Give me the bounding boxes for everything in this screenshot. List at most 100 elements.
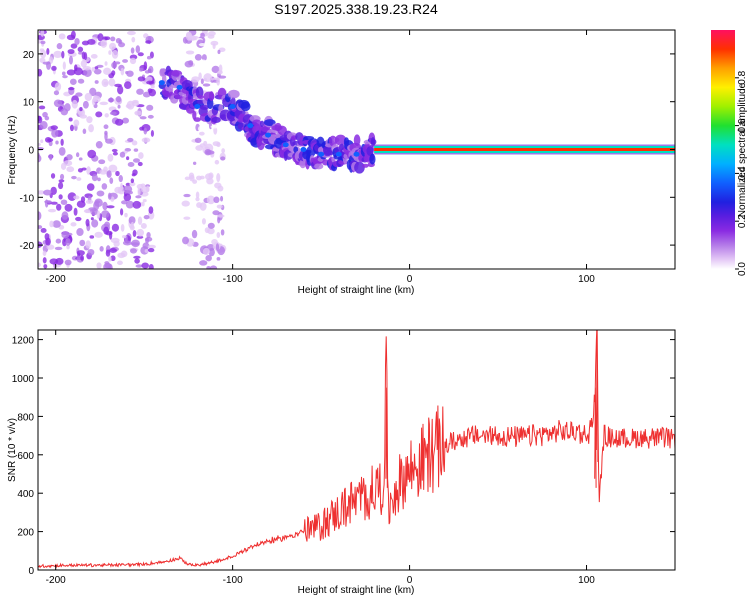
spectrogram-noise-blob bbox=[147, 114, 154, 119]
spectrogram-noise-blob bbox=[122, 117, 130, 124]
spectrogram-noise-blob bbox=[61, 71, 66, 76]
spectrogram-noise-blob bbox=[75, 92, 83, 97]
spectrogram-noise-blob bbox=[61, 231, 70, 239]
colorbar-label: Normalized spectral amplitude bbox=[737, 82, 748, 217]
spectrogram-noise-blob bbox=[50, 173, 56, 179]
spectrogram-noise-blob bbox=[205, 150, 215, 155]
spectrogram-track-core bbox=[247, 123, 254, 129]
spectrogram-noise-blob bbox=[139, 67, 144, 72]
spectrogram-noise-blob bbox=[106, 170, 112, 178]
spectrogram-track-blob bbox=[370, 138, 377, 145]
snr-frame bbox=[37, 329, 676, 571]
colorbar-tick-label: 0.8 bbox=[737, 70, 748, 84]
spectrogram-noise-blob bbox=[89, 235, 95, 239]
spectrogram-noise-blob bbox=[95, 200, 101, 204]
spectrogram-noise-blob bbox=[115, 118, 124, 126]
spectrogram-track-core bbox=[335, 151, 342, 157]
spectrogram-noise-blob bbox=[196, 175, 202, 181]
spectrogram-noise-blob bbox=[38, 105, 46, 110]
spectrogram-noise-blob bbox=[135, 45, 141, 54]
spectrogram-noise-blob bbox=[201, 54, 207, 61]
spectrogram-noise-blob bbox=[202, 83, 211, 87]
spectrogram-noise-blob bbox=[73, 195, 80, 200]
spectrogram-noise-blob bbox=[126, 156, 130, 161]
spectrogram-noise-blob bbox=[39, 48, 45, 52]
snr-background bbox=[38, 330, 675, 570]
spectrogram-noise-blob bbox=[218, 64, 223, 73]
spectrogram-track-blob bbox=[197, 95, 204, 100]
spectrogram-noise-blob bbox=[123, 185, 133, 193]
spectrogram-noise-blob bbox=[218, 136, 225, 142]
spectrogram-noise-blob bbox=[70, 222, 77, 227]
spectrogram-noise-blob bbox=[97, 33, 104, 42]
spectrogram-noise-blob bbox=[50, 201, 58, 205]
spectrogram-noise-blob bbox=[38, 225, 43, 229]
spectrogram-noise-blob bbox=[42, 111, 48, 118]
spectrogram-noise-blob bbox=[131, 239, 140, 248]
spectrogram-noise-blob bbox=[107, 192, 112, 200]
spectrogram-noise-blob bbox=[111, 49, 119, 59]
spectrogram-noise-blob bbox=[212, 141, 221, 147]
spectrogram-noise-blob bbox=[214, 159, 220, 165]
spectrogram-xtick-label: -200 bbox=[46, 274, 66, 285]
spectrogram-noise-blob bbox=[137, 52, 144, 57]
spectrogram-noise-blob bbox=[71, 99, 78, 109]
spectrogram-track-blob bbox=[192, 110, 197, 120]
spectrogram-ytick-label: -20 bbox=[20, 241, 35, 252]
spectrogram-noise-blob bbox=[130, 221, 135, 230]
spectrogram-noise-blob bbox=[66, 166, 75, 173]
spectrogram-noise-blob bbox=[146, 231, 151, 239]
spectrogram-noise-blob bbox=[207, 222, 215, 229]
spectrogram-noise-blob bbox=[216, 173, 221, 183]
spectrogram-noise-blob bbox=[136, 228, 145, 237]
spectrogram-noise-blob bbox=[75, 216, 82, 222]
spectrogram-noise-blob bbox=[146, 80, 155, 85]
spectrogram-noise-blob bbox=[110, 255, 116, 262]
spectrogram-noise-blob bbox=[74, 37, 80, 45]
spectrogram-noise-blob bbox=[78, 51, 83, 55]
spectrogram-noise-blob bbox=[141, 137, 151, 143]
snr-ytick-label: 400 bbox=[17, 489, 34, 500]
spectrogram-xtick-label: 100 bbox=[578, 274, 595, 285]
spectrogram-noise-blob bbox=[111, 148, 118, 153]
spectrogram-noise-blob bbox=[216, 232, 221, 238]
spectrogram-noise-blob bbox=[211, 65, 220, 74]
spectrogram-noise-blob bbox=[132, 200, 142, 209]
spectrogram-noise-blob bbox=[77, 46, 84, 53]
spectrogram-noise-blob bbox=[138, 152, 144, 159]
spectrogram-track-core bbox=[158, 80, 165, 86]
spectrogram-noise-blob bbox=[218, 75, 227, 79]
spectrogram-noise-blob bbox=[65, 238, 71, 246]
spectrogram-noise-blob bbox=[104, 132, 108, 141]
spectrogram-noise-blob bbox=[118, 175, 123, 183]
spectrogram-noise-blob bbox=[214, 182, 222, 189]
spectrogram-noise-blob bbox=[63, 160, 73, 167]
spectrogram-noise-blob bbox=[82, 100, 89, 109]
spectrogram-noise-blob bbox=[137, 216, 143, 225]
spectrogram-noise-blob bbox=[188, 172, 195, 180]
spectrogram-noise-blob bbox=[83, 68, 92, 77]
spectrogram-noise-blob bbox=[195, 197, 200, 202]
spectrogram-noise-blob bbox=[91, 173, 98, 182]
spectrogram-noise-blob bbox=[85, 199, 94, 204]
spectrogram-noise-blob bbox=[217, 49, 221, 55]
spectrogram-track-blob bbox=[260, 120, 265, 128]
spectrogram-noise-blob bbox=[40, 49, 47, 59]
spectrogram-noise-blob bbox=[194, 53, 202, 61]
colorbar-ticks: 0.0 0.2 0.4 0.6 0.8 bbox=[735, 70, 748, 276]
spectrogram-noise-blob bbox=[46, 47, 50, 55]
spectrogram-noise-blob bbox=[38, 190, 46, 195]
spectrogram-noise-blob bbox=[108, 78, 116, 87]
spectrogram-noise-blob bbox=[102, 201, 108, 211]
snr-xtick-label: -100 bbox=[223, 575, 243, 586]
spectrogram-noise-blob bbox=[109, 111, 117, 116]
spectrogram-noise-blob bbox=[49, 154, 53, 161]
spectrogram-xlabel: Height of straight line (km) bbox=[298, 285, 415, 296]
spectrogram-noise-blob bbox=[208, 172, 214, 180]
spectrogram-noise-blob bbox=[84, 92, 93, 102]
colorbar-tick-label: 0.2 bbox=[737, 214, 748, 228]
spectrogram-noise-blob bbox=[40, 139, 44, 144]
spectrogram-noise-blob bbox=[96, 190, 105, 197]
spectrogram-noise-blob bbox=[125, 200, 134, 209]
spectrogram-noise-blob bbox=[53, 99, 63, 108]
